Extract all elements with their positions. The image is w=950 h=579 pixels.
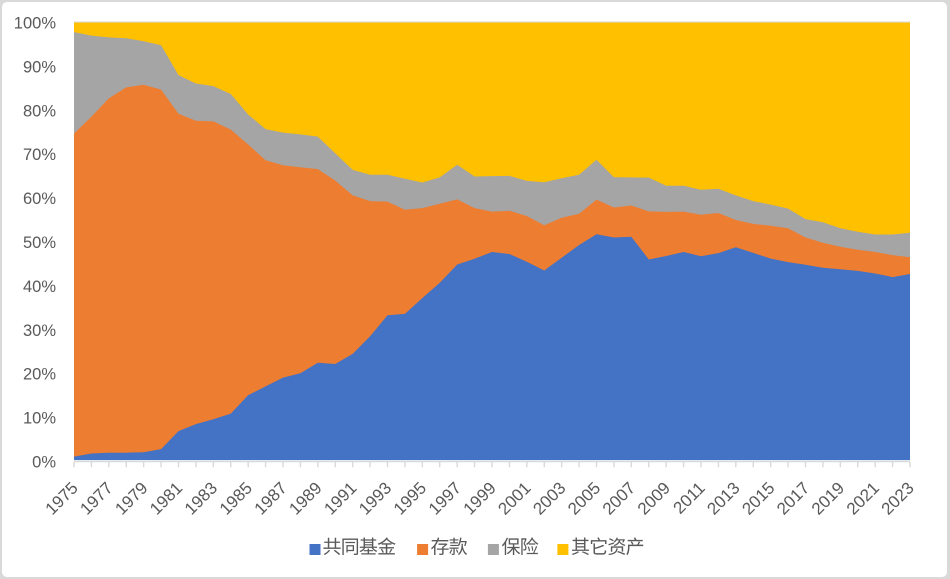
svg-text:1997: 1997	[425, 478, 465, 518]
svg-text:1999: 1999	[460, 478, 500, 518]
svg-text:2005: 2005	[564, 478, 604, 518]
svg-text:2021: 2021	[843, 478, 883, 518]
svg-text:1985: 1985	[216, 478, 256, 518]
svg-text:2003: 2003	[529, 478, 569, 518]
svg-text:1991: 1991	[320, 478, 360, 518]
svg-text:60%: 60%	[23, 190, 56, 208]
svg-text:2007: 2007	[599, 478, 639, 518]
svg-text:20%: 20%	[23, 366, 56, 384]
svg-text:1993: 1993	[355, 478, 395, 518]
svg-text:0%: 0%	[32, 454, 56, 472]
svg-text:70%: 70%	[23, 146, 56, 164]
svg-text:1989: 1989	[285, 478, 325, 518]
svg-text:1977: 1977	[76, 478, 116, 518]
svg-text:50%: 50%	[23, 234, 56, 252]
svg-text:1995: 1995	[390, 478, 430, 518]
svg-text:2009: 2009	[634, 478, 674, 518]
svg-text:1979: 1979	[111, 478, 151, 518]
svg-text:1987: 1987	[251, 478, 291, 518]
svg-text:100%: 100%	[14, 15, 57, 33]
svg-text:1983: 1983	[181, 478, 221, 518]
svg-text:2001: 2001	[494, 478, 534, 518]
svg-text:2015: 2015	[738, 478, 778, 518]
svg-text:2011: 2011	[670, 478, 709, 517]
svg-text:1981: 1981	[146, 478, 186, 518]
svg-text:90%: 90%	[23, 58, 56, 76]
svg-text:2019: 2019	[808, 478, 848, 518]
svg-text:1975: 1975	[42, 478, 82, 518]
svg-text:2017: 2017	[773, 478, 813, 518]
svg-text:30%: 30%	[23, 322, 56, 340]
svg-text:40%: 40%	[23, 278, 56, 296]
svg-text:80%: 80%	[23, 102, 56, 120]
svg-text:2013: 2013	[703, 478, 743, 518]
svg-text:10%: 10%	[23, 410, 56, 428]
svg-text:2023: 2023	[878, 478, 918, 518]
